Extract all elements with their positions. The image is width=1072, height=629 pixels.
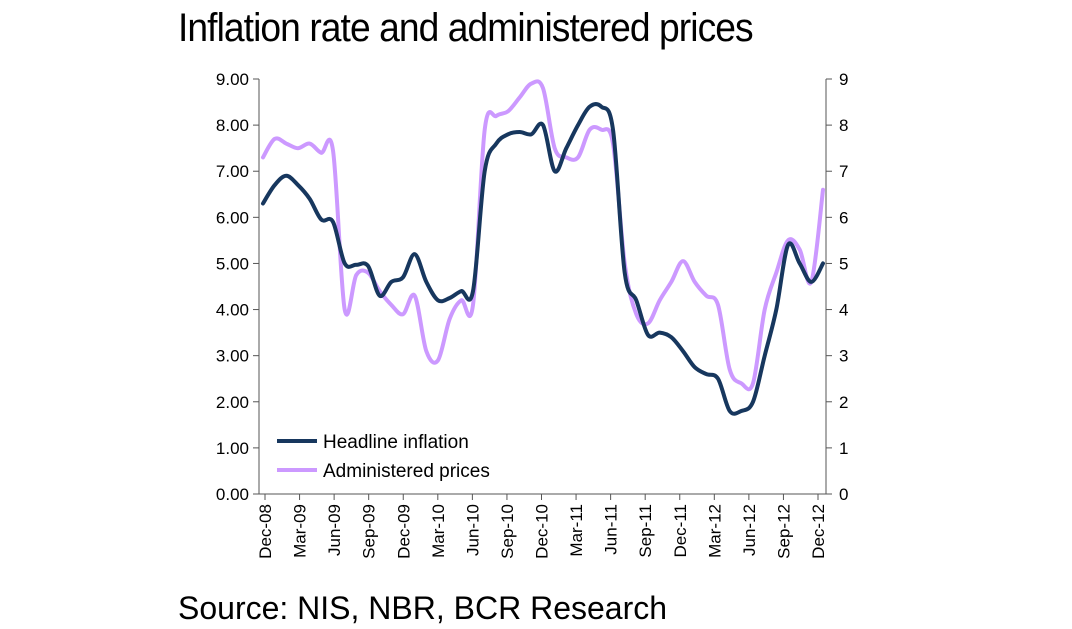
x-tick-label: Jun-12 xyxy=(740,504,759,556)
x-tick-label: Sep-11 xyxy=(636,504,655,558)
legend: Headline inflation Administered prices xyxy=(277,432,490,482)
series-layer xyxy=(261,79,825,416)
y-right-tick-label: 6 xyxy=(839,208,848,227)
y-left-tick-label: 8.00 xyxy=(216,116,249,135)
x-tick-label: Dec-11 xyxy=(671,504,690,558)
y-right-tick-label: 7 xyxy=(839,162,848,181)
x-tick-label: Jun-09 xyxy=(325,504,344,556)
y-left-tick-label: 6.00 xyxy=(216,208,249,227)
legend-label: Headline inflation xyxy=(323,432,469,453)
x-tick-label: Jun-11 xyxy=(602,504,621,555)
y-left-tick-label: 2.00 xyxy=(216,393,249,412)
y-right-tick-label: 8 xyxy=(839,116,848,135)
y-right-tick-label: 4 xyxy=(839,301,848,320)
chart-title: Inflation rate and administered prices xyxy=(178,6,754,50)
y-left-tick-label: 9.00 xyxy=(216,70,249,89)
y-right-tick-label: 2 xyxy=(839,393,848,412)
x-tick-label: Dec-12 xyxy=(809,504,828,559)
x-tick-label: Dec-08 xyxy=(256,504,275,559)
y-left-tick-label: 5.00 xyxy=(216,254,249,273)
x-tick-label: Sep-09 xyxy=(360,504,379,559)
administered-prices-line xyxy=(261,79,825,392)
y-right-tick-label: 3 xyxy=(839,347,848,366)
x-tick-label: Sep-10 xyxy=(498,504,517,559)
y-right-tick-label: 5 xyxy=(839,254,848,273)
x-tick-label: Dec-10 xyxy=(533,504,552,559)
x-tick-label: Mar-09 xyxy=(291,504,310,558)
y-left-tick-label: 1.00 xyxy=(216,439,249,458)
y-left-tick-label: 0.00 xyxy=(216,485,249,504)
x-tick-label: Jun-10 xyxy=(463,504,482,556)
axes: 0.00 1.00 2.00 3.00 4.00 5.00 6.00 7.00 8.00 9.00… xyxy=(216,70,849,559)
x-tick-label: Mar-11 xyxy=(567,504,586,557)
legend-label: Administered prices xyxy=(323,461,490,482)
y-right-tick-label: 1 xyxy=(839,439,848,458)
source-note: Source: NIS, NBR, BCR Research xyxy=(178,590,668,626)
y-left-tick-label: 7.00 xyxy=(216,162,249,181)
y-right-tick-label: 9 xyxy=(839,70,848,89)
y-left-tick-label: 3.00 xyxy=(216,347,249,366)
x-tick-label: Mar-12 xyxy=(705,504,724,558)
x-tick-label: Sep-12 xyxy=(774,504,793,559)
y-right-tick-label: 0 xyxy=(839,485,848,504)
headline-inflation-line xyxy=(261,102,825,416)
x-tick-label: Mar-10 xyxy=(429,504,448,558)
x-tick-label: Dec-09 xyxy=(394,504,413,559)
y-left-tick-label: 4.00 xyxy=(216,301,249,320)
